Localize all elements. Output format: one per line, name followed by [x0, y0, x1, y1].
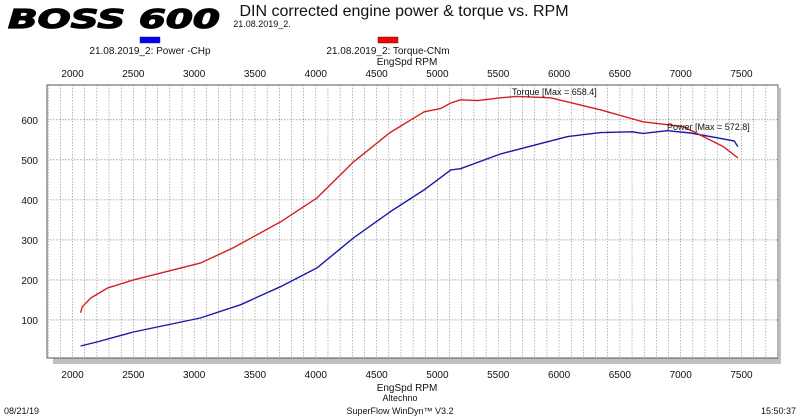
x-ticks-bottom: 2000 2500 3000 3500 4000 4500 5000 5500 6000 6500… — [61, 370, 753, 381]
x-tick-label-bottom: 2500 — [122, 370, 145, 381]
x-tick-label-bottom: 5500 — [487, 370, 510, 381]
x-axis-title-bottom: EngSpd RPM — [377, 383, 438, 394]
y-tick-label: 500 — [21, 156, 38, 167]
x-tick-label-bottom: 7500 — [730, 370, 753, 381]
footer-company: Altechno — [382, 393, 417, 403]
x-tick-label-bottom: 6500 — [609, 370, 632, 381]
x-tick-label-top: 5000 — [426, 69, 449, 80]
x-tick-label-bottom: 3500 — [244, 370, 267, 381]
y-tick-label: 400 — [21, 196, 38, 207]
bottom-shadow-bar — [53, 358, 780, 364]
x-tick-label-bottom: 4500 — [365, 370, 388, 381]
x-tick-label-top: 7000 — [670, 69, 693, 80]
x-tick-label-top: 4500 — [365, 69, 388, 80]
x-tick-label-bottom: 4000 — [305, 370, 328, 381]
x-tick-label-bottom: 6000 — [548, 370, 571, 381]
x-tick-label-top: 7500 — [730, 69, 753, 80]
y-tick-label: 100 — [21, 316, 38, 327]
legend-swatch-power — [139, 36, 161, 44]
x-tick-label-top: 3500 — [244, 69, 267, 80]
x-tick-label-top: 2500 — [122, 69, 145, 80]
power-max-annotation: Power [Max = 572.8] — [667, 122, 750, 132]
y-tick-label: 600 — [21, 116, 38, 127]
footer-software: SuperFlow WinDyn™ V3.2 — [346, 406, 453, 416]
x-tick-label-top: 6500 — [609, 69, 632, 80]
x-tick-label-bottom: 7000 — [670, 370, 693, 381]
x-tick-label-bottom: 2000 — [61, 370, 84, 381]
legend-swatch-torque — [377, 36, 399, 44]
x-tick-label-top: 3000 — [183, 69, 206, 80]
x-tick-label-top: 4000 — [305, 69, 328, 80]
svg-text:BOSS 600: BOSS 600 — [8, 5, 220, 35]
x-tick-label-top: 5500 — [487, 69, 510, 80]
footer-date: 08/21/19 — [4, 406, 39, 416]
legend-label-power: 21.08.2019_2: Power -CHp — [89, 46, 211, 57]
torque-line — [79, 95, 739, 313]
y-tick-label: 300 — [21, 236, 38, 247]
x-tick-label-bottom: 3000 — [183, 370, 206, 381]
chart-subtitle: 21.08.2019_2. — [233, 19, 291, 29]
logo: BOSS 600 — [7, 4, 220, 35]
x-tick-label-bottom: 5000 — [426, 370, 449, 381]
torque-max-annotation: Torque [Max = 658.4] — [512, 87, 597, 97]
right-shadow-bar — [778, 88, 781, 364]
legend-label-torque: 21.08.2019_2: Torque-CNm — [326, 46, 449, 57]
chart-title: DIN corrected engine power & torque vs. … — [239, 3, 568, 20]
y-tick-label: 200 — [21, 276, 38, 287]
y-ticks: 100 200 300 400 500 600 — [21, 116, 38, 327]
series-lines — [79, 95, 739, 347]
footer-time: 15:50:37 — [761, 406, 796, 416]
x-axis-title-top: EngSpd RPM — [377, 57, 438, 68]
x-ticks-top: 2000 2500 3000 3500 4000 4500 5000 5500 6000 6500… — [61, 69, 753, 80]
power-line — [80, 130, 739, 347]
x-tick-label-top: 2000 — [61, 69, 84, 80]
x-tick-label-top: 6000 — [548, 69, 571, 80]
